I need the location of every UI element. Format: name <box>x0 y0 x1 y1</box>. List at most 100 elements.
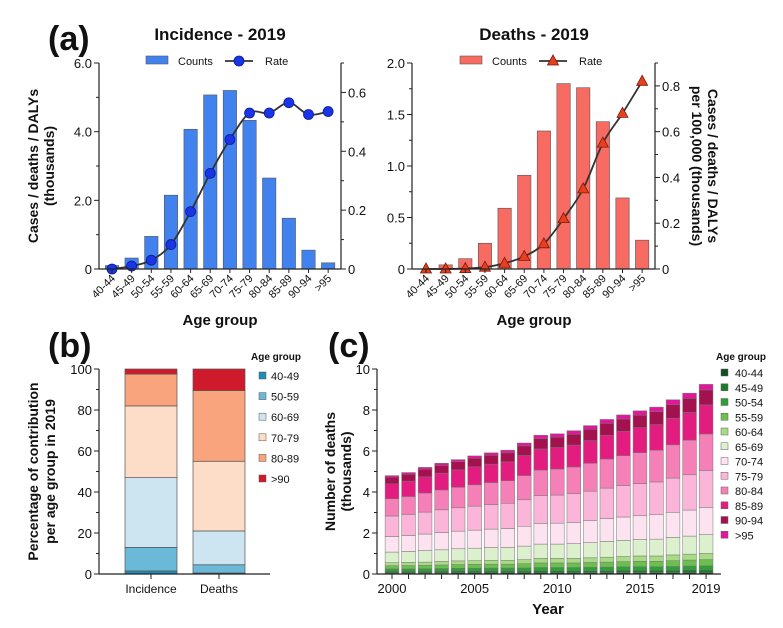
bar-segment-2004-55-59 <box>450 564 466 569</box>
bar-segment-2002-65-69 <box>417 550 433 563</box>
bar-segment-2013-85-89 <box>599 434 615 460</box>
bar-segment-2000-90-94 <box>384 476 400 485</box>
legend-swatch->95 <box>720 531 729 539</box>
bar-segment-2016-55-59 <box>649 561 664 567</box>
bar-segment-2014-60-64 <box>616 556 631 562</box>
bar-segment-2011-75-79 <box>566 493 581 523</box>
y2-axis-title: Cases / deaths / DALYs <box>705 89 721 244</box>
bar-segment-2005-75-79 <box>467 505 482 531</box>
panel-label-b: (b) <box>48 327 91 365</box>
bar-segment-2018-85-89 <box>682 412 697 441</box>
bar-segment-2004-75-79 <box>450 507 466 532</box>
legend-counts-label: Counts <box>492 56 527 68</box>
legend-label: 55-59 <box>735 412 763 424</box>
bar-segment-2006-45-49 <box>484 570 499 574</box>
y-tick-label: 1.5 <box>387 108 405 123</box>
bar-90-94 <box>301 249 316 270</box>
y2-tick-label: 0 <box>662 262 669 277</box>
legend-swatch-50-54 <box>720 398 729 406</box>
y-tick-label: 0 <box>398 262 405 277</box>
bar-segment-2015-50-54 <box>632 566 648 571</box>
bar-segment-2005->95 <box>467 455 482 459</box>
bar-segment-2007-50-54 <box>500 567 515 572</box>
bar-segment-Incidence-50-59 <box>124 546 178 572</box>
rate-point->95 <box>635 74 649 86</box>
bar-segment-2002-90-94 <box>417 468 433 478</box>
bar-segment-2003-45-49 <box>434 570 449 574</box>
legend-swatch-60-64 <box>720 427 729 436</box>
bar-segment-2006-70-74 <box>484 528 499 548</box>
bar-segment-2010-65-69 <box>550 543 565 559</box>
bar-segment-2014-45-49 <box>616 570 631 573</box>
bar-segment-Deaths-70-79 <box>192 460 246 532</box>
bar-segment-2001-75-79 <box>401 514 416 536</box>
legend-label: 90-94 <box>735 516 763 528</box>
bar-segment-2019-90-94 <box>698 389 714 406</box>
bar-segment-2009-50-54 <box>533 567 548 571</box>
rate-point-85-89 <box>596 136 610 148</box>
bar-segment-2017-70-74 <box>665 512 681 538</box>
bar-segment-2010-90-94 <box>550 436 565 448</box>
bar-segment-2007-90-94 <box>500 452 515 463</box>
x-axis-title: Year <box>532 601 564 618</box>
bar-segment-2017-45-49 <box>665 570 681 573</box>
bar-segment-2009-75-79 <box>533 495 548 524</box>
bar-segment-2019-70-74 <box>698 507 714 535</box>
bar-segment-2004-60-64 <box>450 560 466 565</box>
bar-segment-2015->95 <box>632 410 648 416</box>
bar-segment-2005-50-54 <box>467 567 482 572</box>
bar-segment-2015-65-69 <box>632 539 648 557</box>
legend-rate-label: Rate <box>579 56 602 68</box>
bar-segment-2015-90-94 <box>632 414 648 428</box>
bar-segment-2001-55-59 <box>401 565 416 570</box>
bar-segment-2014-75-79 <box>616 485 631 518</box>
bar-segment-2017-55-59 <box>665 560 681 567</box>
bar-segment-2018-50-54 <box>682 565 697 571</box>
bar-segment-2009-65-69 <box>533 543 548 559</box>
bar-segment-2003-75-79 <box>434 509 449 533</box>
bar-segment-2015-60-64 <box>632 555 648 562</box>
bar-segment-2001-50-54 <box>401 568 416 572</box>
bar-segment-2014-80-84 <box>616 455 631 486</box>
y2-tick-label: 0.4 <box>348 144 366 159</box>
deaths-by-year-chart: 2000 2005 2010 2015 2019 Year 0 2 4 6 8 10 Number of… <box>322 352 766 618</box>
y-tick-label: 6.0 <box>74 56 92 71</box>
y-tick-label: 20 <box>78 526 92 541</box>
bar-segment-2002-75-79 <box>417 511 433 535</box>
bar-segment-2010-80-84 <box>550 468 565 496</box>
bar-segment-2019-50-54 <box>698 565 714 571</box>
bar-segment-2008-45-49 <box>517 570 532 574</box>
y-tick-label: 8 <box>363 403 370 418</box>
legend-label: 60-69 <box>271 412 299 424</box>
bar-segment-2012-65-69 <box>583 542 598 559</box>
bar-segment-2010-50-54 <box>550 567 565 571</box>
rate-point-70-74 <box>537 236 551 249</box>
rate-point-65-69 <box>518 249 531 261</box>
rate-point->95 <box>322 106 334 117</box>
bar-segment-2016-50-54 <box>649 566 664 571</box>
bar-segment-2005-85-89 <box>467 466 482 486</box>
legend-rate-label: Rate <box>265 56 288 68</box>
bar-segment-2002-50-54 <box>417 568 433 572</box>
bar-segment-2018-60-64 <box>682 553 697 561</box>
legend-swatch-75-79 <box>720 472 729 480</box>
legend-swatch-90-94 <box>720 516 729 524</box>
legend-swatch-40-49 <box>258 371 267 380</box>
bar->95 <box>321 262 336 270</box>
bar-segment-Deaths-50-59 <box>192 564 246 574</box>
bar-segment-2018-45-49 <box>682 569 697 573</box>
x-tick-label: 2010 <box>543 581 572 596</box>
bar-segment-2008-50-54 <box>517 567 532 572</box>
bar-segment-2010-85-89 <box>550 447 565 470</box>
bar-segment-2000->95 <box>384 475 400 478</box>
bar-segment-2013-80-84 <box>599 458 615 489</box>
bar->95 <box>635 239 650 270</box>
bar-segment-2013-65-69 <box>599 541 615 558</box>
bar-segment-2003-85-89 <box>434 472 449 491</box>
bar-segment-2016-70-74 <box>649 514 664 540</box>
bar-segment-2018-75-79 <box>682 474 697 511</box>
rate-point-90-94 <box>303 109 314 120</box>
rate-point-60-64 <box>498 256 511 268</box>
legend-label: 50-59 <box>271 392 299 404</box>
legend-counts-label: Counts <box>178 56 213 68</box>
